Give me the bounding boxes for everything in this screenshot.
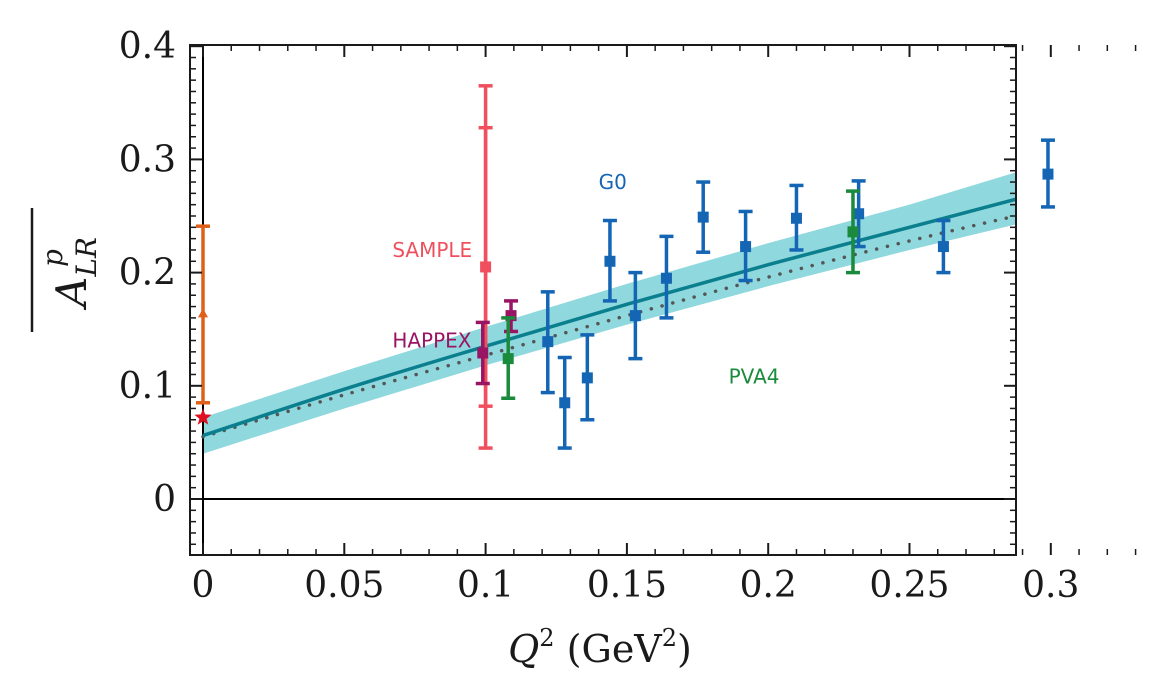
x-axis-title-sup: 2 bbox=[539, 624, 554, 652]
x-tick-label-5: 0.25 bbox=[869, 565, 949, 606]
point-happex-1-marker bbox=[505, 310, 517, 322]
y-axis-title-sup: p bbox=[36, 249, 69, 267]
point-q2-0-point-0-marker bbox=[194, 408, 212, 425]
point-g0-7-marker bbox=[740, 241, 752, 253]
point-g0-9-marker bbox=[853, 208, 865, 220]
fit-line-layer bbox=[202, 197, 1016, 438]
point-g0-4-marker bbox=[629, 310, 641, 322]
x-tick-label-6: 0.3 bbox=[1022, 565, 1079, 606]
x-axis-title-unit-sup: 2 bbox=[662, 624, 677, 652]
x-axis-title-main: Q bbox=[508, 627, 539, 671]
point-g0-1-marker bbox=[559, 397, 571, 409]
ticks-layer bbox=[190, 45, 1137, 555]
uncertainty-band bbox=[203, 172, 1016, 454]
x-axis-title-unit-close: ) bbox=[677, 627, 692, 671]
x-tick-label-1: 0.05 bbox=[304, 565, 384, 606]
point-happex-0-marker bbox=[477, 347, 489, 359]
point-g0-5-marker bbox=[660, 272, 672, 284]
y-tick-label-3: 0.3 bbox=[119, 139, 176, 180]
point-g0-8-marker bbox=[790, 212, 802, 224]
annotations-layer: SAMPLE G0 HAPPEX PVA4 bbox=[392, 170, 779, 389]
point-g0-3-marker bbox=[604, 255, 616, 267]
x-tick-label-2: 0.1 bbox=[457, 565, 514, 606]
y-axis-title-main: A bbox=[47, 277, 96, 311]
point-g0-11-marker bbox=[1042, 168, 1054, 180]
x-tick-label-0: 0 bbox=[192, 565, 215, 606]
point-g0-10-marker bbox=[937, 241, 949, 253]
point-g0-2-marker bbox=[581, 372, 593, 384]
annotation-sample: SAMPLE bbox=[392, 238, 472, 262]
point-pva4-1-marker bbox=[847, 226, 859, 238]
data-points-layer bbox=[194, 84, 1055, 450]
annotation-happex: HAPPEX bbox=[392, 329, 471, 353]
band-layer bbox=[203, 172, 1016, 454]
y-tick-label-1: 0.1 bbox=[119, 366, 176, 407]
y-axis-title: ALRp bbox=[30, 208, 103, 332]
y-axis-title-sub: LR bbox=[70, 237, 103, 278]
point-g0-0-marker bbox=[542, 336, 554, 348]
y-tick-label-4: 0.4 bbox=[119, 26, 176, 67]
y-tick-label-0: 0 bbox=[153, 479, 176, 520]
x-axis-title-unit-open: (GeV bbox=[555, 627, 663, 671]
frame-layer bbox=[189, 44, 1017, 556]
point-pva4-0-marker bbox=[502, 353, 514, 365]
point-sample-0-marker bbox=[480, 261, 492, 273]
x-tick-label-4: 0.2 bbox=[740, 565, 797, 606]
annotation-g0: G0 bbox=[599, 170, 627, 194]
point-q2-0-bound-0-marker bbox=[198, 308, 208, 318]
fit-curve bbox=[202, 197, 1016, 438]
x-axis-title: Q2 (GeV2) bbox=[508, 624, 692, 671]
annotation-pva4: PVA4 bbox=[729, 365, 780, 389]
y-tick-label-2: 0.2 bbox=[119, 253, 176, 294]
tick-labels-layer: 0 0.05 0.1 0.15 0.2 0.25 0.3 0 0.1 0.2 0.3 0.4 bbox=[119, 26, 1080, 606]
x-tick-label-3: 0.15 bbox=[587, 565, 667, 606]
point-g0-6-marker bbox=[697, 211, 709, 223]
svg-text:ALRp: ALRp bbox=[36, 237, 103, 311]
plot-frame bbox=[189, 44, 1017, 556]
